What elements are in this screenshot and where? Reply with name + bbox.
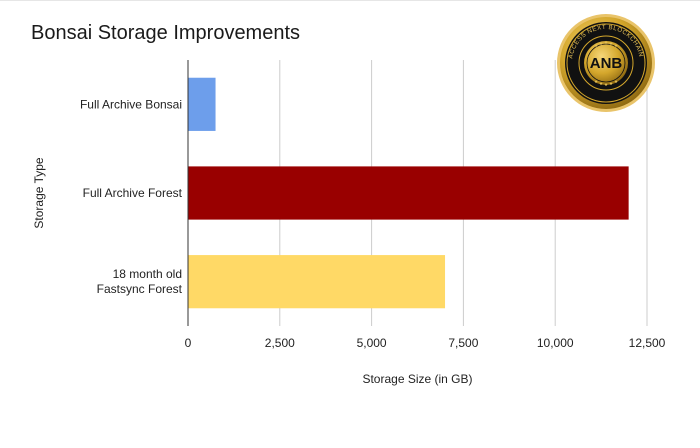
x-tick-label: 2,500 xyxy=(265,336,295,350)
category-label: Full Archive Bonsai xyxy=(80,97,182,111)
logo-text: ANB xyxy=(590,55,623,72)
x-tick-label: 12,500 xyxy=(629,336,666,350)
x-tick-label: 0 xyxy=(185,336,192,350)
bar xyxy=(188,166,629,220)
x-tick-label: 10,000 xyxy=(537,336,574,350)
svg-text:★: ★ xyxy=(604,40,608,46)
bar xyxy=(188,77,216,131)
bars xyxy=(188,77,629,309)
svg-text:★: ★ xyxy=(599,81,603,87)
chart-title: Bonsai Storage Improvements xyxy=(31,22,301,44)
category-label: Fastsync Forest xyxy=(97,282,183,296)
category-label: 18 month old xyxy=(113,267,182,281)
svg-text:★: ★ xyxy=(604,82,608,88)
svg-text:★: ★ xyxy=(594,43,598,49)
x-tick-label: 5,000 xyxy=(357,336,387,350)
x-axis-title: Storage Size (in GB) xyxy=(362,372,472,386)
svg-text:★: ★ xyxy=(594,79,598,85)
bar xyxy=(188,255,446,309)
y-axis-title: Storage Type xyxy=(32,157,46,228)
svg-text:★: ★ xyxy=(609,41,613,47)
x-tick-labels: 0 2,500 5,000 7,500 10,000 12,500 xyxy=(185,336,666,350)
category-labels: Full Archive Bonsai Full Archive Forest 18… xyxy=(80,97,183,296)
svg-text:★: ★ xyxy=(609,81,613,87)
anb-logo: ACCESS NEXT BLOCKCHAIN ANB ★ ★ ★ ★ ★ ★ ★ ★ ★ ★ xyxy=(557,14,655,112)
category-label: Full Archive Forest xyxy=(83,186,183,200)
svg-text:★: ★ xyxy=(599,41,603,47)
x-tick-label: 7,500 xyxy=(448,336,478,350)
top-divider xyxy=(0,0,700,1)
svg-text:★: ★ xyxy=(614,43,618,49)
svg-text:★: ★ xyxy=(614,79,618,85)
